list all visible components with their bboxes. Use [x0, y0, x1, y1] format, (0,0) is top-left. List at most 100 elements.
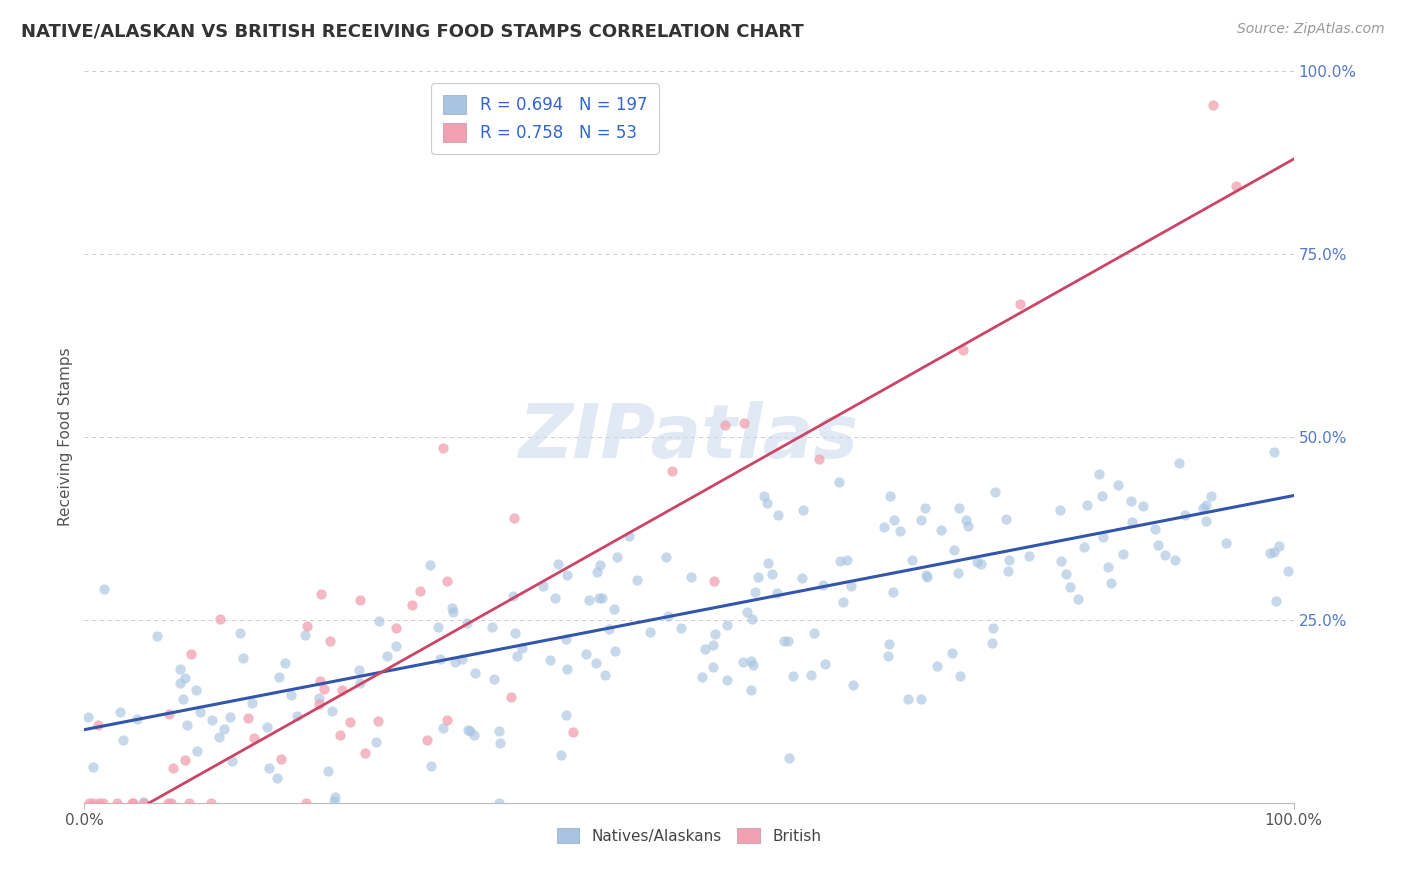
Point: [638, 624, 661, 639]
Point: [1091, 489, 1114, 503]
Point: [1192, 501, 1215, 516]
Point: [981, 636, 1004, 650]
Point: [259, 761, 281, 775]
Point: [1088, 467, 1111, 481]
Point: [488, 736, 510, 750]
Point: [914, 500, 936, 515]
Point: [561, 725, 583, 739]
Point: [595, 668, 617, 682]
Point: [1073, 541, 1095, 555]
Point: [882, 585, 904, 599]
Point: [831, 595, 853, 609]
Point: [488, 723, 510, 738]
Point: [948, 501, 970, 516]
Point: [598, 622, 620, 636]
Point: [232, 651, 254, 665]
Point: [889, 524, 911, 539]
Point: [91, 796, 114, 810]
Point: [603, 602, 626, 616]
Text: NATIVE/ALASKAN VS BRITISH RECEIVING FOOD STAMPS CORRELATION CHART: NATIVE/ALASKAN VS BRITISH RECEIVING FOOD…: [21, 22, 804, 40]
Point: [1054, 566, 1077, 581]
Point: [578, 592, 600, 607]
Point: [122, 796, 145, 810]
Point: [837, 553, 859, 567]
Point: [910, 513, 932, 527]
Point: [186, 744, 208, 758]
Point: [877, 649, 900, 664]
Point: [1168, 456, 1191, 470]
Point: [188, 705, 211, 719]
Point: [444, 655, 467, 669]
Point: [741, 612, 763, 626]
Point: [458, 723, 481, 738]
Point: [952, 343, 974, 358]
Point: [436, 713, 458, 727]
Point: [432, 721, 454, 735]
Point: [208, 731, 231, 745]
Y-axis label: Receiving Food Stamps: Receiving Food Stamps: [58, 348, 73, 526]
Point: [873, 520, 896, 534]
Point: [108, 705, 131, 719]
Point: [782, 669, 804, 683]
Point: [1121, 494, 1143, 508]
Point: [463, 728, 485, 742]
Point: [575, 647, 598, 661]
Point: [457, 723, 479, 737]
Point: [690, 670, 713, 684]
Point: [807, 452, 830, 467]
Point: [661, 464, 683, 478]
Point: [354, 746, 377, 760]
Point: [586, 566, 609, 580]
Point: [603, 644, 626, 658]
Point: [209, 612, 232, 626]
Point: [681, 569, 703, 583]
Point: [941, 646, 963, 660]
Point: [367, 714, 389, 729]
Point: [555, 662, 578, 676]
Point: [488, 796, 510, 810]
Point: [436, 574, 458, 589]
Point: [828, 475, 851, 489]
Point: [1076, 498, 1098, 512]
Point: [655, 550, 678, 565]
Point: [169, 662, 191, 676]
Point: [591, 591, 613, 606]
Point: [716, 618, 738, 632]
Legend: Natives/Alaskans, British: Natives/Alaskans, British: [550, 822, 828, 850]
Point: [702, 660, 724, 674]
Point: [1050, 554, 1073, 568]
Point: [82, 796, 104, 810]
Point: [929, 523, 952, 537]
Point: [740, 654, 762, 668]
Point: [316, 764, 339, 778]
Point: [221, 754, 243, 768]
Point: [901, 552, 924, 566]
Point: [364, 735, 387, 749]
Point: [547, 557, 569, 571]
Point: [585, 656, 607, 670]
Point: [269, 670, 291, 684]
Point: [1202, 97, 1225, 112]
Point: [883, 513, 905, 527]
Point: [984, 484, 1007, 499]
Point: [733, 655, 755, 669]
Point: [1132, 499, 1154, 513]
Point: [915, 568, 938, 582]
Point: [800, 667, 823, 681]
Point: [77, 796, 100, 810]
Point: [176, 718, 198, 732]
Point: [256, 719, 278, 733]
Point: [943, 542, 966, 557]
Point: [401, 598, 423, 612]
Point: [309, 587, 332, 601]
Point: [200, 796, 222, 810]
Point: [321, 704, 343, 718]
Point: [219, 709, 242, 723]
Point: [949, 669, 972, 683]
Point: [778, 751, 800, 765]
Point: [1143, 522, 1166, 536]
Point: [1018, 549, 1040, 564]
Point: [768, 508, 790, 523]
Point: [441, 601, 464, 615]
Point: [538, 653, 561, 667]
